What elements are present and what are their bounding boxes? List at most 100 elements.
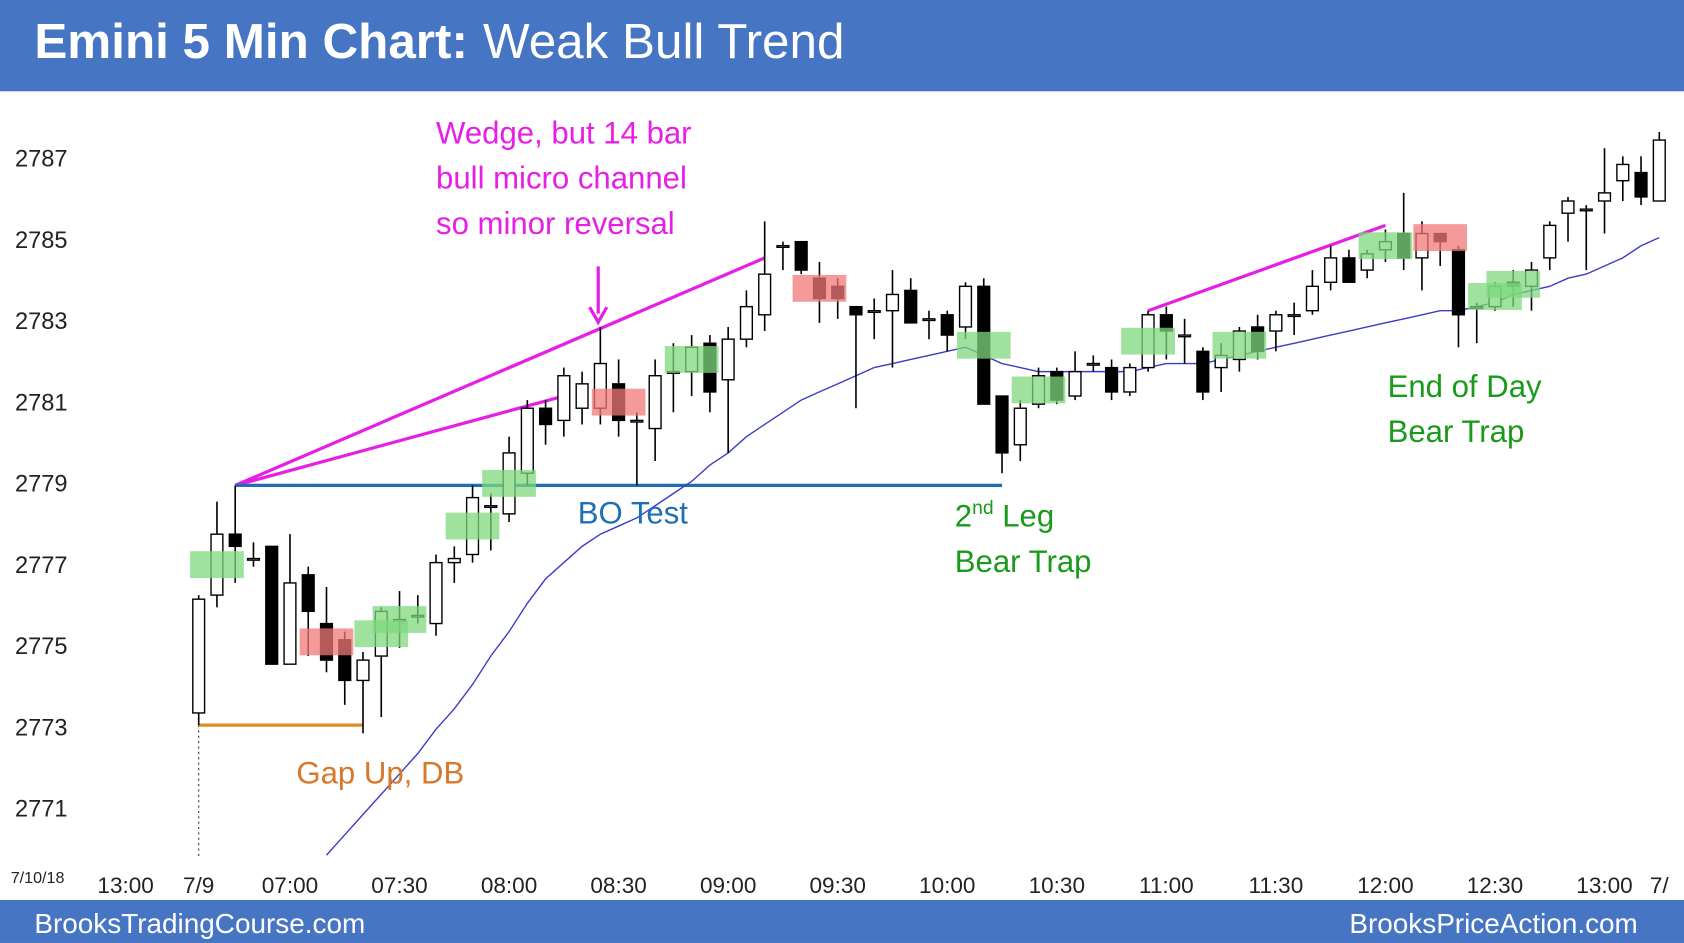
candle-body [283, 582, 297, 665]
title: Emini 5 Min Chart: [34, 14, 468, 69]
y-tick-label: 2787 [15, 147, 68, 173]
signal-highlight [664, 346, 719, 373]
x-tick-label: 12:30 [1467, 873, 1523, 898]
candle-body [1652, 139, 1666, 202]
candle-body [429, 561, 443, 625]
signal-highlight [1121, 327, 1175, 355]
subtitle: Weak Bull Trend [483, 14, 844, 69]
candle-body [520, 407, 534, 474]
footer-band [0, 900, 1684, 943]
trend-line [1147, 223, 1386, 313]
candle-body [301, 574, 315, 613]
y-tick-label: 2775 [15, 634, 68, 660]
candle-body [922, 318, 936, 322]
annotation: so minor reversal [436, 206, 675, 241]
candle-body [192, 598, 206, 714]
candle-body [1616, 163, 1630, 182]
candle-body [1543, 224, 1557, 259]
y-tick-label: 2783 [15, 309, 68, 335]
plot [192, 131, 1666, 856]
x-tick-label: 07:00 [262, 873, 318, 898]
candle-body [1177, 334, 1192, 338]
candle-body [1104, 366, 1119, 393]
candle-body [447, 557, 461, 564]
candle-body [1269, 314, 1283, 332]
candle-body [958, 285, 973, 328]
header-band [0, 0, 1684, 92]
x-tick-label: 10:00 [919, 873, 975, 898]
candle-body [228, 533, 242, 548]
annotation: BO Test [578, 496, 688, 531]
candle-body [557, 375, 571, 422]
signal-highlight [372, 606, 427, 633]
highlights [190, 224, 1541, 656]
candle-body [1561, 200, 1575, 214]
annotation: Wedge, but 14 bar [436, 116, 692, 151]
x-tick-label: 13:00 [1576, 873, 1632, 898]
x-tick-label: 11:00 [1139, 873, 1194, 898]
candle-body [356, 659, 370, 682]
candle-body [246, 557, 261, 561]
candle-body [1324, 257, 1338, 283]
y-tick-label: 2779 [15, 472, 68, 498]
candle-body [1597, 192, 1612, 202]
candle-body [940, 314, 954, 336]
candle-body [794, 240, 808, 271]
signal-highlight [956, 331, 1011, 359]
candle-body [1634, 171, 1648, 198]
signal-highlight [1413, 224, 1468, 252]
annotation: End of Day [1388, 369, 1542, 404]
x-tick-label: 7/9 [183, 873, 214, 898]
candle-body [721, 338, 735, 381]
annotation: Gap Up, DB [296, 756, 464, 791]
candle-body [1305, 285, 1320, 312]
candle-body [575, 383, 589, 409]
candle-body [904, 289, 918, 324]
candle-body [1287, 314, 1301, 318]
candle-body [885, 293, 900, 312]
signal-highlight [1358, 232, 1413, 260]
candle-body [1013, 407, 1027, 446]
x-tick-label: 09:30 [809, 873, 865, 898]
signal-highlight [482, 469, 536, 497]
signal-highlight [1212, 331, 1267, 359]
signal-highlight [591, 388, 646, 416]
annotation-part: Leg [994, 499, 1055, 534]
candle-body [1086, 362, 1100, 366]
trend-line [234, 256, 766, 487]
annotation-part: 2 [955, 499, 972, 534]
x-tick-label: 13:00 [97, 873, 153, 898]
x-tick-label: 11:30 [1249, 873, 1304, 898]
annotation-lines [198, 223, 1386, 727]
annotation: Bear Trap [1388, 414, 1525, 449]
y-tick-label: 2771 [15, 797, 68, 823]
candle-body [265, 545, 279, 665]
y-tick-label: 2773 [15, 715, 68, 741]
signal-highlight [1486, 270, 1541, 298]
candle-body [1068, 370, 1082, 397]
y-tick-label: 2781 [15, 390, 68, 416]
y-tick-label: 2785 [15, 228, 68, 254]
date-label: 7/10/18 [11, 869, 65, 887]
candle-body [1451, 249, 1466, 316]
arrow-head [588, 306, 609, 326]
candle-body [739, 305, 754, 340]
x-tick-label: 09:00 [700, 873, 756, 898]
x-tick-label: 7/ [1650, 873, 1670, 898]
candle-body [995, 395, 1009, 454]
x-tick-label: 08:30 [590, 873, 646, 898]
candle-body [484, 505, 498, 509]
x-tick-label: 12:00 [1357, 873, 1413, 898]
candle-body [1123, 366, 1137, 393]
signal-highlight [190, 551, 244, 579]
footer-right: BrooksPriceAction.com [1349, 908, 1637, 939]
x-tick-label: 10:30 [1029, 873, 1085, 898]
header-title: Emini 5 Min Chart: Weak Bull Trend [34, 14, 844, 69]
candle-body [758, 273, 772, 316]
moving-average [325, 236, 1660, 856]
annotation: 2nd Leg [955, 498, 1054, 534]
candle-body [630, 419, 644, 423]
candle-body [776, 245, 790, 249]
